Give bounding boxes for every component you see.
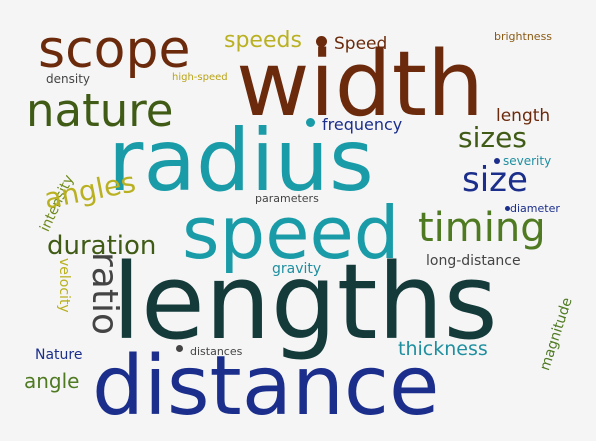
dot-marker bbox=[494, 158, 500, 164]
word-timing: timing bbox=[418, 205, 546, 251]
word-width: width bbox=[236, 32, 485, 137]
word-lengths: lengths bbox=[112, 241, 498, 363]
word-distance: distance bbox=[92, 339, 440, 434]
word-duration: duration bbox=[47, 231, 157, 261]
word-angle: angle bbox=[24, 369, 80, 393]
word-brightness: brightness bbox=[494, 30, 553, 43]
word-density: density bbox=[46, 72, 90, 86]
dot-marker bbox=[176, 345, 183, 352]
dot-marker bbox=[505, 206, 510, 211]
word-velocity: velocity bbox=[56, 258, 72, 313]
word-severity: severity bbox=[503, 154, 552, 168]
word-size: size bbox=[462, 160, 528, 200]
word-high-speed: high-speed bbox=[172, 72, 228, 83]
word-gravity: gravity bbox=[272, 261, 322, 277]
word-scope: scope bbox=[38, 20, 191, 80]
word-radius: radius bbox=[108, 111, 374, 211]
word-magnitude: magnitude bbox=[537, 295, 576, 373]
word-long-distance: long-distance bbox=[426, 253, 521, 269]
word-speed-capitalized: Speed bbox=[334, 34, 388, 54]
word-diameter: diameter bbox=[510, 202, 560, 215]
word-nature-capitalized: Nature bbox=[35, 347, 83, 363]
word-length: length bbox=[496, 106, 551, 126]
word-parameters: parameters bbox=[255, 192, 319, 205]
word-speed: speed bbox=[182, 191, 400, 275]
word-nature: nature bbox=[26, 84, 174, 137]
word-speeds: speeds bbox=[224, 28, 302, 53]
dot-marker bbox=[316, 36, 327, 47]
word-distances: distances bbox=[190, 345, 243, 358]
word-thickness: thickness bbox=[398, 338, 488, 360]
dot-marker bbox=[306, 118, 315, 127]
word-frequency: frequency bbox=[322, 115, 403, 134]
word-sizes: sizes bbox=[458, 121, 527, 154]
